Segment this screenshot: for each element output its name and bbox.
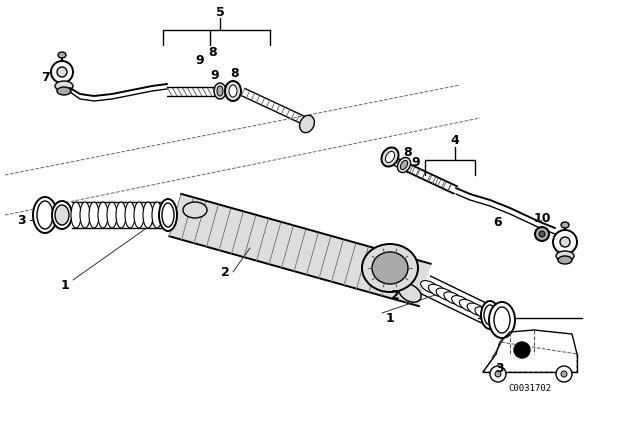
Ellipse shape xyxy=(52,201,72,229)
Ellipse shape xyxy=(89,202,99,228)
Text: 9: 9 xyxy=(211,69,220,82)
Ellipse shape xyxy=(489,302,515,338)
Ellipse shape xyxy=(217,86,223,96)
Text: 3: 3 xyxy=(18,214,26,227)
Circle shape xyxy=(490,366,506,382)
Ellipse shape xyxy=(229,85,237,97)
Ellipse shape xyxy=(300,115,314,133)
Ellipse shape xyxy=(561,222,569,228)
Text: 5: 5 xyxy=(216,5,225,18)
Ellipse shape xyxy=(71,202,81,228)
Ellipse shape xyxy=(372,252,408,284)
Text: C0031702: C0031702 xyxy=(509,384,552,393)
Text: 1: 1 xyxy=(61,279,69,292)
Ellipse shape xyxy=(558,256,572,264)
Ellipse shape xyxy=(159,199,177,231)
Text: 2: 2 xyxy=(221,266,229,279)
Ellipse shape xyxy=(484,305,496,325)
Ellipse shape xyxy=(98,202,108,228)
Ellipse shape xyxy=(399,284,421,302)
Text: 8: 8 xyxy=(209,46,218,59)
Text: 9: 9 xyxy=(196,53,204,66)
Text: 9: 9 xyxy=(412,155,420,168)
Ellipse shape xyxy=(107,202,117,228)
Ellipse shape xyxy=(116,202,126,228)
Ellipse shape xyxy=(183,202,207,218)
Text: 8: 8 xyxy=(230,66,239,79)
Text: 4: 4 xyxy=(451,134,460,146)
Ellipse shape xyxy=(535,227,549,241)
Circle shape xyxy=(51,61,73,83)
Ellipse shape xyxy=(143,202,153,228)
Ellipse shape xyxy=(385,151,395,163)
Ellipse shape xyxy=(475,307,493,319)
Ellipse shape xyxy=(362,244,418,292)
Ellipse shape xyxy=(436,288,454,301)
Text: 10: 10 xyxy=(533,211,551,224)
Circle shape xyxy=(556,366,572,382)
Ellipse shape xyxy=(58,52,66,58)
Ellipse shape xyxy=(460,299,478,312)
Ellipse shape xyxy=(57,87,71,95)
Ellipse shape xyxy=(397,157,410,172)
Ellipse shape xyxy=(428,284,447,297)
Ellipse shape xyxy=(33,197,57,233)
Text: 1: 1 xyxy=(386,311,394,324)
Ellipse shape xyxy=(556,251,574,261)
Ellipse shape xyxy=(401,160,408,170)
Ellipse shape xyxy=(55,205,69,225)
Text: 8: 8 xyxy=(404,146,412,159)
Ellipse shape xyxy=(452,296,470,308)
Polygon shape xyxy=(169,194,431,306)
Ellipse shape xyxy=(481,301,499,329)
Ellipse shape xyxy=(37,201,53,229)
Circle shape xyxy=(495,371,501,377)
Ellipse shape xyxy=(55,81,73,91)
Ellipse shape xyxy=(539,231,545,237)
Circle shape xyxy=(553,230,577,254)
Ellipse shape xyxy=(214,83,226,99)
Text: 3: 3 xyxy=(496,362,504,375)
Ellipse shape xyxy=(381,147,399,167)
Ellipse shape xyxy=(467,303,486,316)
Ellipse shape xyxy=(420,280,439,293)
Ellipse shape xyxy=(225,81,241,101)
Circle shape xyxy=(57,67,67,77)
Circle shape xyxy=(560,237,570,247)
Ellipse shape xyxy=(494,307,510,333)
Ellipse shape xyxy=(152,202,162,228)
Ellipse shape xyxy=(134,202,144,228)
Text: 7: 7 xyxy=(42,70,51,83)
Circle shape xyxy=(514,342,530,358)
Ellipse shape xyxy=(125,202,135,228)
Ellipse shape xyxy=(80,202,90,228)
Text: 2: 2 xyxy=(390,289,399,302)
Ellipse shape xyxy=(444,292,462,304)
Text: 6: 6 xyxy=(493,215,502,228)
Ellipse shape xyxy=(162,203,174,227)
Circle shape xyxy=(561,371,567,377)
